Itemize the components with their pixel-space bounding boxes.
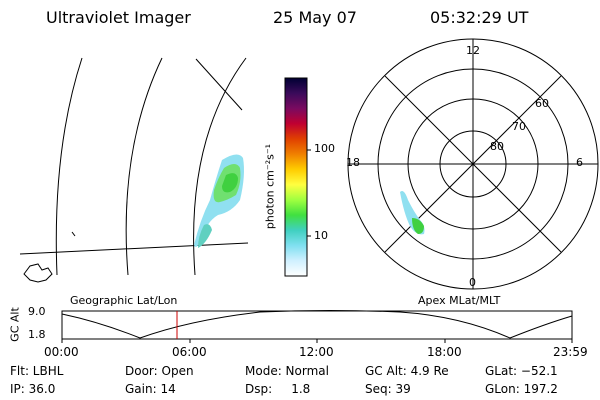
time-tick-label: 18:00: [427, 345, 462, 359]
meridian-line: [125, 57, 163, 276]
colorbar-label-100: 100: [314, 142, 335, 155]
mlt-12-label: 12: [466, 44, 480, 57]
time-tick-label: 06:00: [172, 345, 207, 359]
colorbar-label-10: 10: [314, 229, 328, 242]
coastline: [71, 231, 76, 237]
instrument-title: Ultraviolet Imager: [46, 8, 191, 27]
gain-info: Gain: 14: [125, 382, 176, 396]
polar-plot: [347, 38, 599, 290]
mlat-70-label: 70: [512, 120, 526, 133]
colorbar-gradient: [284, 77, 308, 277]
altitude-strip: [61, 310, 573, 343]
coastline: [23, 263, 53, 283]
mlt-6-label: 6: [576, 156, 583, 169]
geo-aurora: [194, 154, 244, 248]
geographic-map: [19, 57, 249, 283]
geographic-panel-label: Geographic Lat/Lon: [70, 294, 178, 307]
altitude-curve: [61, 310, 573, 339]
ip-info: IP: 36.0: [10, 382, 56, 396]
gc-alt-axis-label: GC Alt: [8, 307, 22, 342]
filter-info: Flt: LBHL: [10, 364, 64, 378]
time-tick-label: 23:59: [553, 345, 588, 359]
meridian-line: [55, 57, 83, 276]
mode-info: Mode: Normal: [245, 364, 329, 378]
door-info: Door: Open: [125, 364, 194, 378]
date-label: 25 May 07: [273, 8, 357, 27]
seq-info: Seq: 39: [365, 382, 411, 396]
graticule-line: [195, 58, 243, 111]
mlt-18-label: 18: [346, 156, 360, 169]
dsp-info: Dsp: 1.8: [245, 382, 311, 396]
polar-aurora: [400, 191, 425, 235]
meridian-line: [193, 57, 247, 276]
alt-min-label: 1.8: [28, 328, 46, 341]
time-tick-label: 00:00: [44, 345, 79, 359]
mlt-0-label: 0: [469, 276, 476, 289]
colorbar: [284, 77, 311, 277]
latitude-line: [19, 242, 249, 255]
alt-max-label: 9.0: [28, 305, 46, 318]
apex-panel-label: Apex MLat/MLT: [418, 294, 501, 307]
glon-info: GLon: 197.2: [485, 382, 558, 396]
altitude-frame: [61, 310, 573, 340]
colorbar-unit-label: photon cm⁻²s⁻¹: [263, 143, 277, 230]
mlat-80-label: 80: [490, 140, 504, 153]
time-tick-label: 12:00: [299, 345, 334, 359]
time-label: 05:32:29 UT: [430, 8, 529, 27]
gc-alt-info: GC Alt: 4.9 Re: [365, 364, 449, 378]
glat-info: GLat: −52.1: [485, 364, 558, 378]
mlat-60-label: 60: [535, 97, 549, 110]
